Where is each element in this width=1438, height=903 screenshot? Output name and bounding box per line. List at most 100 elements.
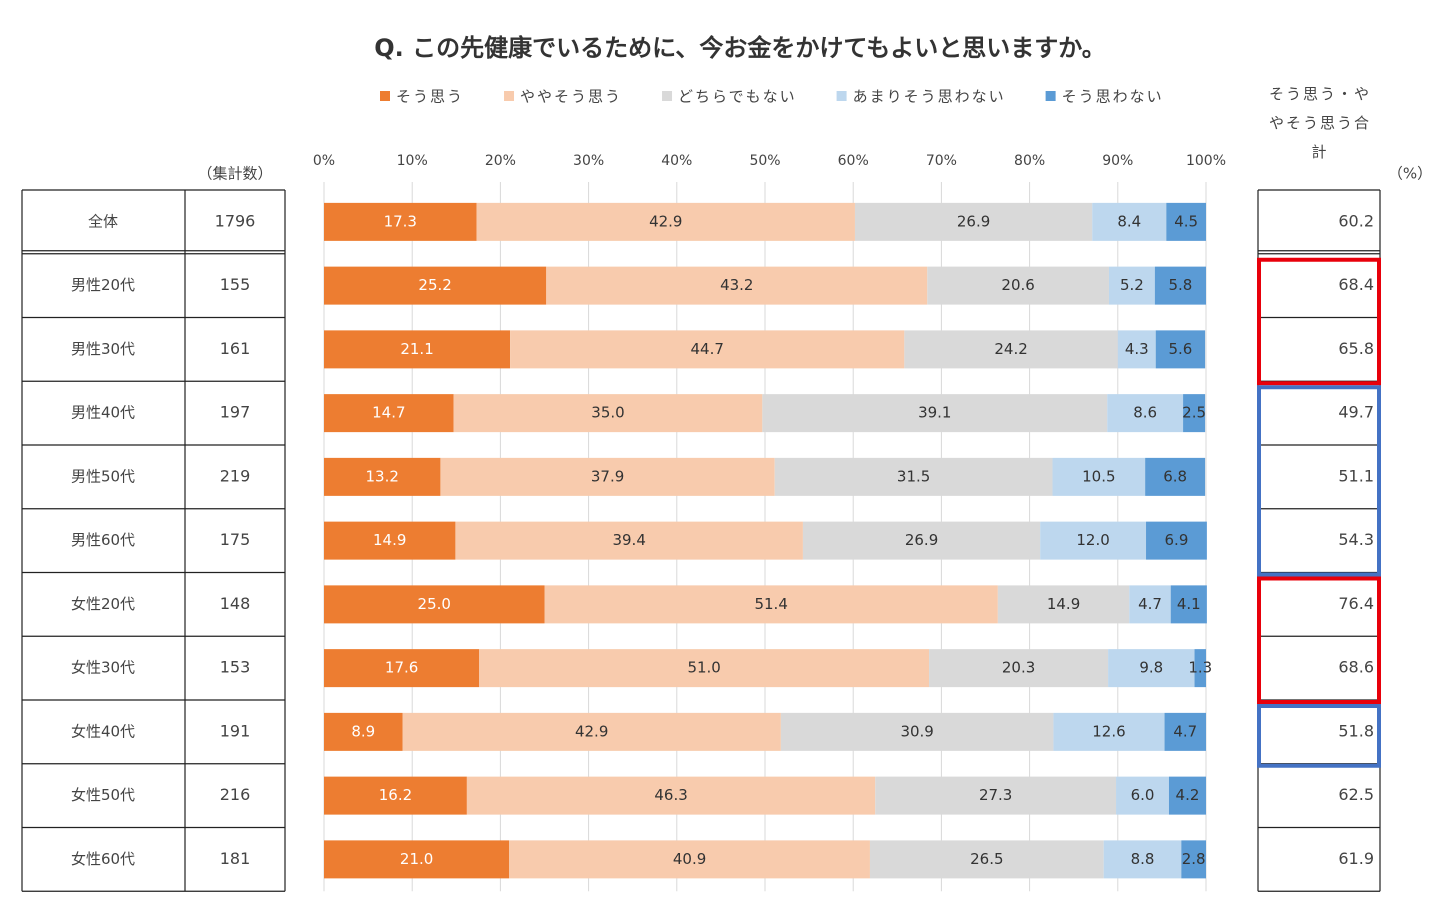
data-label: 1.3: [1188, 659, 1212, 677]
data-label: 20.3: [1002, 659, 1035, 677]
bar-segment: [1166, 202, 1206, 241]
bar-segment: [1117, 330, 1156, 369]
data-label: 44.7: [691, 340, 724, 358]
data-label: 25.2: [418, 276, 451, 294]
bar-segment: [324, 776, 467, 815]
data-label: 39.4: [612, 531, 645, 549]
bar-segment: [1145, 457, 1206, 496]
total-header: そう思う・ややそう思う合計: [1268, 85, 1371, 161]
total-label: 54.3: [1338, 530, 1374, 549]
x-tick-label: 0%: [313, 153, 335, 169]
count-label: 219: [220, 466, 251, 485]
data-label: 2.8: [1182, 850, 1206, 868]
data-label: 6.8: [1163, 467, 1187, 485]
data-label: 4.7: [1138, 595, 1162, 613]
data-label: 17.6: [385, 659, 418, 677]
bar-segment: [875, 776, 1117, 815]
data-label: 39.1: [918, 404, 951, 422]
bar-segment: [466, 776, 876, 815]
total-label: 61.9: [1338, 849, 1374, 868]
bar-segment: [1129, 585, 1171, 624]
data-label: 25.0: [418, 595, 451, 613]
count-label: 1796: [215, 211, 256, 230]
legend-swatch: [504, 91, 515, 101]
bar-segment: [869, 840, 1104, 879]
data-label: 42.9: [649, 212, 682, 230]
data-label: 9.8: [1139, 659, 1163, 677]
data-label: 5.6: [1168, 340, 1192, 358]
bar-segment: [324, 202, 477, 241]
data-label: 5.2: [1120, 276, 1144, 294]
bar-segment: [927, 266, 1109, 305]
bar-segment: [929, 649, 1109, 688]
count-label: 155: [220, 275, 251, 294]
category-label: 女性50代: [71, 786, 135, 804]
bar-segment: [544, 585, 998, 624]
total-label: 62.5: [1338, 785, 1374, 804]
bar-segment: [1108, 649, 1195, 688]
bar-segment: [904, 330, 1118, 369]
bar-segment: [997, 585, 1130, 624]
bar-segment: [1052, 457, 1146, 496]
data-label: 24.2: [994, 340, 1027, 358]
data-label: 5.8: [1168, 276, 1192, 294]
highlight-frame: [1257, 385, 1381, 577]
legend-swatch: [380, 91, 390, 101]
data-label: 26.9: [957, 212, 990, 230]
bar-segment: [1183, 394, 1206, 433]
bar-segment: [1168, 776, 1206, 815]
category-label: 全体: [88, 212, 118, 230]
bar-segment: [1194, 649, 1206, 688]
data-label: 8.8: [1131, 850, 1155, 868]
data-label: 51.4: [754, 595, 787, 613]
bar-segment: [854, 202, 1093, 241]
data-label: 4.3: [1125, 340, 1149, 358]
data-label: 4.7: [1173, 722, 1197, 740]
data-label: 40.9: [673, 850, 706, 868]
bar-segment: [1155, 330, 1206, 369]
count-header: （集計数）: [197, 165, 272, 183]
highlight-frame: [1257, 257, 1381, 386]
legend-label: ややそう思う: [520, 88, 622, 106]
data-label: 37.9: [591, 467, 624, 485]
count-label: 148: [220, 594, 251, 613]
data-label: 43.2: [720, 276, 753, 294]
total-label: 68.4: [1338, 275, 1374, 294]
total-label: 76.4: [1338, 594, 1374, 613]
x-tick-label: 20%: [485, 153, 516, 169]
count-label: 153: [220, 658, 251, 677]
category-label: 女性20代: [71, 595, 135, 613]
data-label: 17.3: [384, 212, 417, 230]
bar-segment: [440, 457, 775, 496]
highlight-frame: [1257, 704, 1381, 768]
data-label: 26.5: [970, 850, 1003, 868]
data-label: 8.4: [1117, 212, 1141, 230]
bar-segment: [1053, 712, 1165, 751]
total-label: 49.7: [1338, 403, 1374, 422]
x-tick-label: 100%: [1186, 153, 1226, 169]
count-label: 175: [220, 530, 251, 549]
total-label: 65.8: [1338, 339, 1374, 358]
legend-label: そう思う: [396, 88, 464, 106]
legend-swatch: [662, 91, 673, 101]
bar-segment: [1170, 585, 1207, 624]
data-label: 42.9: [575, 722, 608, 740]
data-label: 46.3: [654, 786, 687, 804]
bar-segment: [324, 330, 511, 369]
category-label: 女性40代: [71, 722, 135, 740]
category-label: 男性60代: [71, 531, 135, 549]
x-tick-label: 60%: [838, 153, 869, 169]
bar-segment: [1116, 776, 1169, 815]
total-label: 60.2: [1338, 211, 1374, 230]
x-tick-label: 80%: [1014, 153, 1045, 169]
bar-segment: [402, 712, 781, 751]
x-tick-label: 70%: [926, 153, 957, 169]
count-label: 216: [220, 785, 251, 804]
data-label: 27.3: [979, 786, 1012, 804]
bar-segment: [324, 266, 547, 305]
unit-label: （%）: [1388, 165, 1432, 183]
data-label: 4.5: [1174, 212, 1198, 230]
bar-segment: [455, 521, 803, 560]
data-label: 16.2: [379, 786, 412, 804]
